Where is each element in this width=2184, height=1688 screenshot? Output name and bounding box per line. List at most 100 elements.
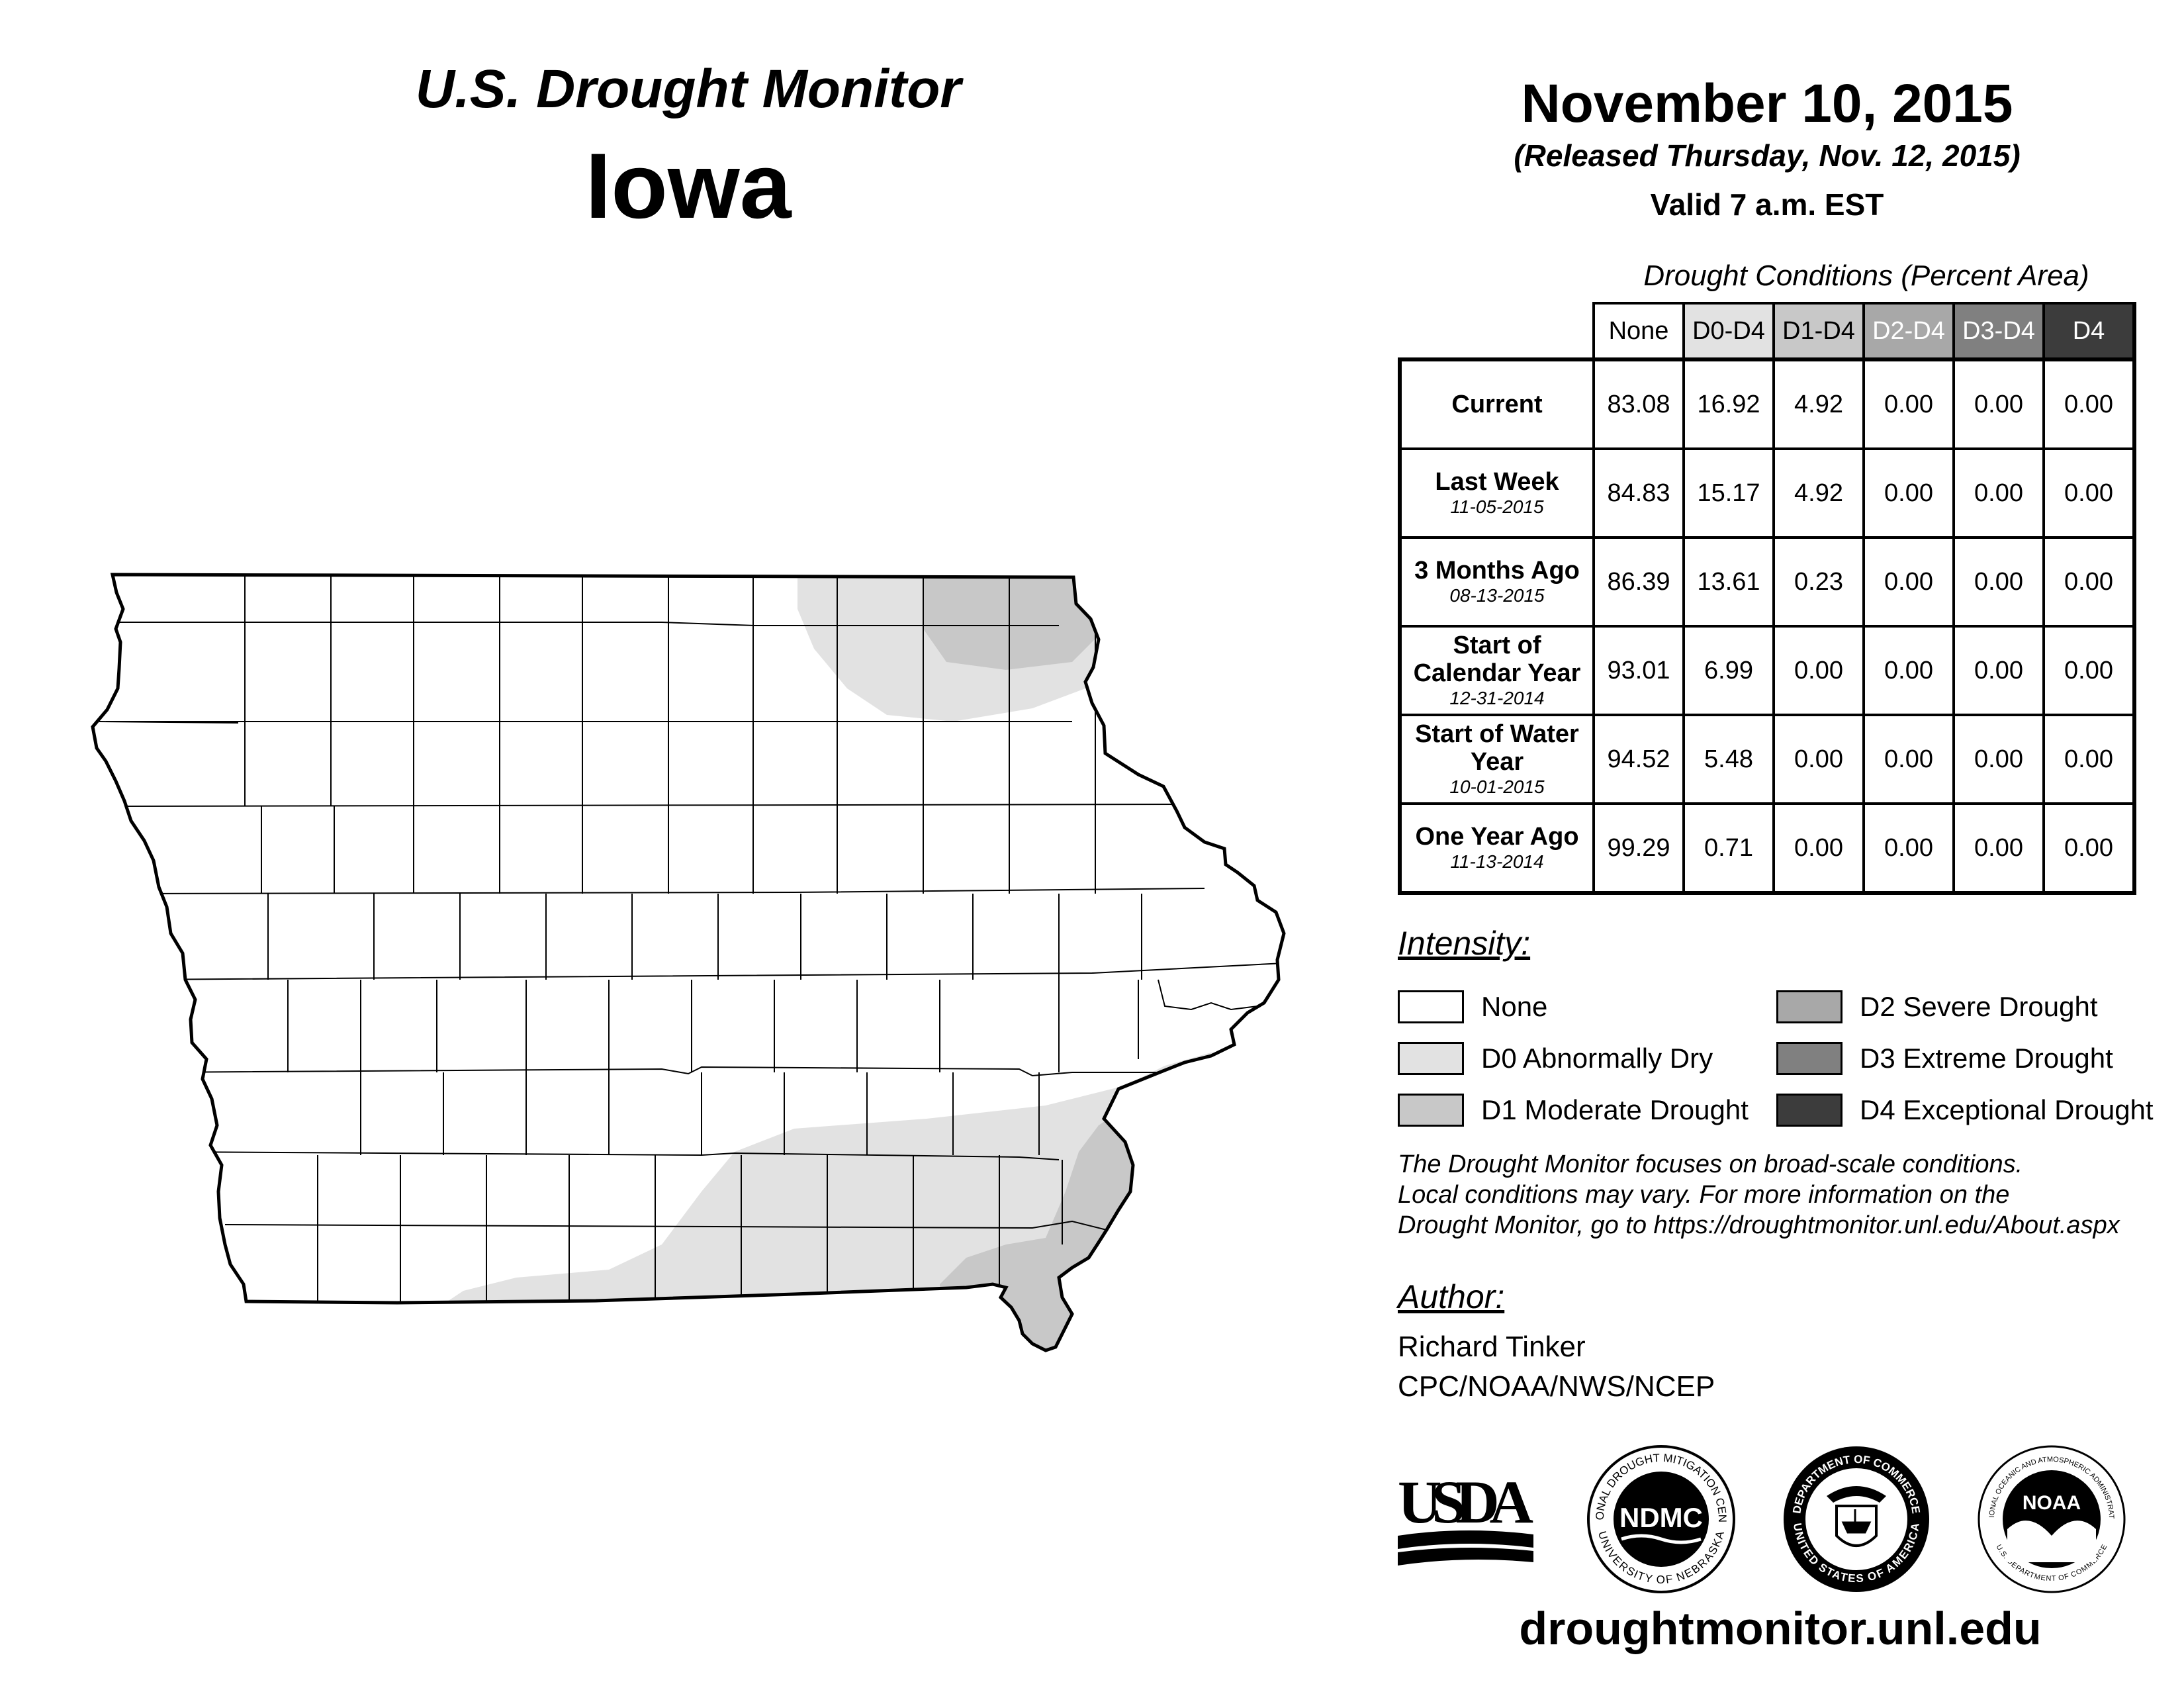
table-cell: 0.00 [1952,357,2045,450]
table-cell: 0.00 [1862,714,1955,805]
legend-swatch [1776,1042,1843,1075]
note-line-3: Drought Monitor, go to https://droughtmo… [1398,1211,2120,1239]
table-cell: 4.92 [1772,357,1865,450]
row-date: 11-13-2014 [1450,851,1544,872]
table-cell: 93.01 [1592,625,1685,716]
disclaimer-note: The Drought Monitor focuses on broad-sca… [1398,1149,2165,1241]
row-date: 10-01-2015 [1449,776,1545,797]
table-cell: 0.00 [1952,802,2045,895]
drought-shading [424,575,1257,1350]
table-cell: 0.00 [1862,802,1955,895]
noaa-logo: NATIONAL OCEANIC AND ATMOSPHERIC ADMINIS… [1976,1443,2126,1593]
author-org: CPC/NOAA/NWS/NCEP [1398,1370,1715,1403]
table-cell: 0.00 [1862,536,1955,628]
row-header: Current [1398,357,1595,450]
row-label: Last Week [1435,468,1559,496]
website-link[interactable]: droughtmonitor.unl.edu [1519,1603,2042,1654]
legend-label: None [1481,991,1548,1022]
table-header-row: None D0-D4 D1-D4 D2-D4 D3-D4 D4 [1400,302,2136,361]
table-cell: 4.92 [1772,447,1865,539]
row-header: One Year Ago 11-13-2014 [1398,802,1595,895]
author-heading: Author: [1398,1278,1505,1315]
drought-conditions-table: None D0-D4 D1-D4 D2-D4 D3-D4 D4 Current 83.08 1… [1398,302,2136,895]
table-cell: 0.23 [1772,536,1865,628]
table-cell: 0.00 [1772,714,1865,805]
legend-swatch [1776,1094,1843,1127]
table-cell: 0.00 [2042,536,2136,628]
row-label: Start of Calendar Year [1413,632,1581,687]
d1-area-northeast [923,575,1112,670]
eagle-icon [1827,1486,1886,1503]
table-cell: 0.00 [2042,625,2136,716]
state-name: Iowa [585,134,792,238]
table-cell: 0.00 [1862,447,1955,539]
table-row: Current 83.08 16.92 4.92 0.00 0.00 0.00 [1398,357,2136,450]
county-lines [99,575,1284,1304]
table-cell: 0.00 [2042,802,2136,895]
author-name: Richard Tinker [1398,1331,1586,1363]
row-label: 3 Months Ago [1414,557,1580,585]
table-cell: 83.08 [1592,357,1685,450]
table-cell: 0.00 [1952,447,2045,539]
ndmc-logo: NATIONAL DROUGHT MITIGATION CENTER UNIVE… [1585,1443,1735,1593]
valid-time: Valid 7 a.m. EST [1650,187,1884,222]
table-cell: 0.00 [1772,625,1865,716]
table-cell: 0.00 [1862,357,1955,450]
row-header: Start of Calendar Year 12-31-2014 [1398,625,1595,716]
table-cell: 13.61 [1682,536,1775,628]
ndmc-logo-text: NDMC [1619,1502,1703,1533]
table-cell: 0.00 [1952,536,2045,628]
table-corner [1400,303,1594,361]
table-cell: 84.83 [1592,447,1685,539]
valid-date: November 10, 2015 [1521,73,2013,134]
table-row: Last Week 11-05-2015 84.83 15.17 4.92 0.00 0.0… [1398,447,2136,539]
table-caption: Drought Conditions (Percent Area) [1643,259,2089,292]
legend-label: D2 Severe Drought [1860,991,2098,1022]
table-cell: 0.00 [2042,357,2136,450]
table-cell: 16.92 [1682,357,1775,450]
row-date: 11-05-2015 [1450,496,1544,517]
table-cell: 0.00 [1952,714,2045,805]
row-date: 12-31-2014 [1449,688,1545,708]
table-cell: 0.00 [2042,447,2136,539]
legend-swatch [1398,1094,1464,1127]
row-label: Start of Water Year [1415,720,1579,776]
column-header: D3-D4 [1952,302,2045,361]
department-of-commerce-seal: DEPARTMENT OF COMMERCE UNITED STATES OF … [1784,1446,1929,1592]
table-cell: 0.71 [1682,802,1775,895]
table-cell: 0.00 [1772,802,1865,895]
table-cell: 6.99 [1682,625,1775,716]
iowa-drought-map [0,0,1324,1456]
table-cell: 15.17 [1682,447,1775,539]
column-header: None [1592,302,1685,361]
table-row: 3 Months Ago 08-13-2015 86.39 13.61 0.23 0.00… [1398,536,2136,628]
map-title: U.S. Drought Monitor [415,59,962,119]
legend-label: D0 Abnormally Dry [1481,1043,1713,1074]
table-row: Start of Calendar Year 12-31-2014 93.01 6.9… [1398,625,2136,716]
d0-area-south [424,1053,1257,1350]
usda-logo: USDA [1398,1468,1533,1566]
column-header: D4 [2042,302,2136,361]
table-cell: 0.00 [1952,625,2045,716]
row-header: Start of Water Year 10-01-2015 [1398,714,1595,805]
table-cell: 86.39 [1592,536,1685,628]
release-date: (Released Thursday, Nov. 12, 2015) [1514,138,2021,173]
usda-logo-text: USDA [1398,1468,1533,1536]
table-cell: 99.29 [1592,802,1685,895]
row-date: 08-13-2015 [1449,585,1545,606]
column-header: D1-D4 [1772,302,1865,361]
row-label: One Year Ago [1415,823,1579,851]
legend-swatch [1398,1042,1464,1075]
table-row: Start of Water Year 10-01-2015 94.52 5.48 0.… [1398,714,2136,805]
column-header: D0-D4 [1682,302,1775,361]
legend-label: D1 Moderate Drought [1481,1094,1749,1125]
legend-swatch [1776,990,1843,1023]
table-cell: 0.00 [2042,714,2136,805]
legend-heading: Intensity: [1398,925,1531,962]
note-line-1: The Drought Monitor focuses on broad-sca… [1398,1150,2023,1178]
table-cell: 0.00 [1862,625,1955,716]
table-row: One Year Ago 11-13-2014 99.29 0.71 0.00 0.00 0… [1398,802,2136,895]
table-cell: 5.48 [1682,714,1775,805]
column-header: D2-D4 [1862,302,1955,361]
table-cell: 94.52 [1592,714,1685,805]
